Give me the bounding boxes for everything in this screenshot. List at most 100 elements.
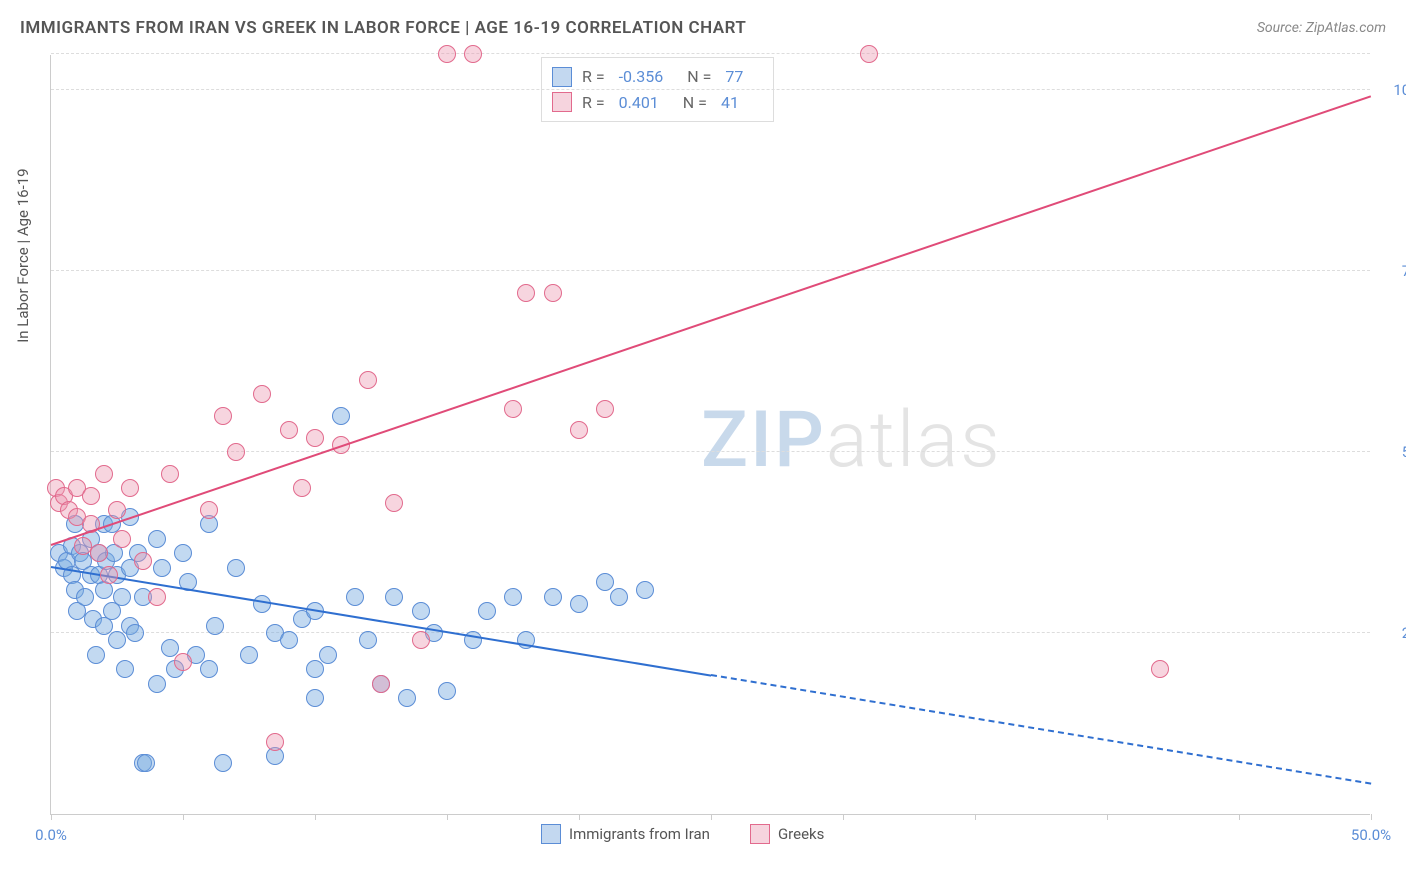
trend-line — [51, 95, 1372, 546]
data-point-iran — [76, 588, 94, 606]
data-point-greek — [544, 284, 562, 302]
data-point-greek — [100, 566, 118, 584]
n-value: 77 — [725, 64, 743, 90]
data-point-iran — [148, 530, 166, 548]
data-point-greek — [464, 45, 482, 63]
legend-item-iran: Immigrants from Iran — [541, 824, 710, 844]
r-value: -0.356 — [619, 64, 664, 90]
r-label: R = — [582, 90, 605, 116]
xtick — [975, 814, 976, 820]
data-point-iran — [359, 631, 377, 649]
corr-row-greek: R = 0.401 N = 41 — [552, 90, 757, 116]
data-point-greek — [121, 479, 139, 497]
data-point-iran — [570, 595, 588, 613]
data-point-iran — [306, 689, 324, 707]
legend-label: Immigrants from Iran — [569, 825, 710, 843]
data-point-greek — [372, 675, 390, 693]
data-point-greek — [280, 421, 298, 439]
data-point-greek — [113, 530, 131, 548]
swatch-greek — [552, 92, 572, 112]
data-point-iran — [478, 602, 496, 620]
gridline — [51, 53, 1370, 54]
data-point-greek — [134, 552, 152, 570]
data-point-iran — [253, 595, 271, 613]
r-value: 0.401 — [619, 90, 659, 116]
data-point-greek — [293, 479, 311, 497]
plot-area: ZIPatlas R = -0.356 N = 77 R = 0.401 N =… — [50, 55, 1370, 815]
data-point-iran — [636, 581, 654, 599]
xtick — [579, 814, 580, 820]
xtick — [1371, 814, 1372, 820]
gridline — [51, 270, 1370, 271]
xtick — [183, 814, 184, 820]
legend-item-greek: Greeks — [750, 824, 824, 844]
data-point-iran — [174, 544, 192, 562]
y-axis-label: In Labor Force | Age 16-19 — [14, 168, 32, 342]
data-point-greek — [253, 385, 271, 403]
swatch-iran — [552, 67, 572, 87]
data-point-iran — [126, 624, 144, 642]
data-point-iran — [214, 754, 232, 772]
ytick-label: 75.0% — [1402, 262, 1406, 280]
data-point-iran — [137, 754, 155, 772]
data-point-iran — [280, 631, 298, 649]
data-point-iran — [113, 588, 131, 606]
data-point-iran — [148, 675, 166, 693]
data-point-greek — [517, 284, 535, 302]
data-point-greek — [359, 371, 377, 389]
xtick-label: 50.0% — [1351, 826, 1391, 844]
swatch-iran — [541, 824, 561, 844]
data-point-greek — [148, 588, 166, 606]
chart-title: IMMIGRANTS FROM IRAN VS GREEK IN LABOR F… — [20, 18, 746, 38]
data-point-iran — [200, 660, 218, 678]
data-point-greek — [82, 487, 100, 505]
xtick-label: 0.0% — [35, 826, 67, 844]
data-point-iran — [412, 602, 430, 620]
data-point-greek — [504, 400, 522, 418]
data-point-greek — [860, 45, 878, 63]
data-point-greek — [95, 465, 113, 483]
data-point-iran — [596, 573, 614, 591]
data-point-greek — [570, 421, 588, 439]
data-point-iran — [319, 646, 337, 664]
n-label: N = — [683, 90, 707, 116]
trend-line — [711, 674, 1371, 785]
ytick-label: 100.0% — [1393, 81, 1406, 99]
corr-row-iran: R = -0.356 N = 77 — [552, 64, 757, 90]
ytick-label: 25.0% — [1402, 624, 1406, 642]
data-point-iran — [332, 407, 350, 425]
swatch-greek — [750, 824, 770, 844]
data-point-greek — [108, 501, 126, 519]
data-point-iran — [240, 646, 258, 664]
data-point-greek — [227, 443, 245, 461]
data-point-greek — [266, 733, 284, 751]
gridline — [51, 632, 1370, 633]
data-point-greek — [596, 400, 614, 418]
series-legend: Immigrants from Iran Greeks — [541, 824, 824, 844]
xtick — [315, 814, 316, 820]
data-point-greek — [306, 429, 324, 447]
data-point-iran — [227, 559, 245, 577]
data-point-greek — [1151, 660, 1169, 678]
n-value: 41 — [721, 90, 739, 116]
data-point-greek — [412, 631, 430, 649]
data-point-iran — [161, 639, 179, 657]
watermark-zip: ZIP — [701, 395, 826, 486]
data-point-greek — [200, 501, 218, 519]
watermark-atlas: atlas — [826, 395, 1002, 486]
data-point-greek — [385, 494, 403, 512]
xtick — [1239, 814, 1240, 820]
data-point-iran — [610, 588, 628, 606]
data-point-greek — [90, 544, 108, 562]
data-point-iran — [87, 646, 105, 664]
watermark: ZIPatlas — [701, 395, 1002, 486]
data-point-iran — [206, 617, 224, 635]
data-point-greek — [174, 653, 192, 671]
data-point-iran — [544, 588, 562, 606]
data-point-iran — [116, 660, 134, 678]
data-point-greek — [438, 45, 456, 63]
xtick — [843, 814, 844, 820]
n-label: N = — [687, 64, 711, 90]
gridline — [51, 451, 1370, 452]
data-point-iran — [438, 682, 456, 700]
